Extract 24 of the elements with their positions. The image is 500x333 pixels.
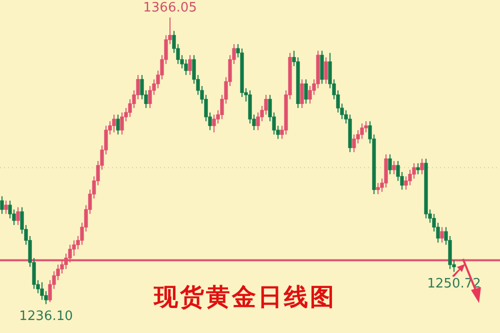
candlestick	[16, 206, 20, 226]
annotation: 1366.05	[143, 0, 197, 16]
candlestick	[212, 114, 216, 133]
candlestick	[388, 154, 392, 175]
candlestick	[4, 200, 8, 214]
candlestick	[420, 158, 424, 175]
candlestick	[40, 282, 44, 300]
candlestick	[324, 56, 328, 84]
candlestick	[392, 160, 396, 175]
candlestick	[112, 114, 116, 133]
text: 现货黄金日线图	[154, 285, 336, 311]
candlestick	[376, 182, 380, 195]
candlestick	[300, 78, 304, 109]
candlestick	[304, 78, 308, 104]
candlestick	[184, 59, 188, 76]
candlestick	[416, 162, 420, 175]
candlestick	[0, 196, 4, 214]
candlestick	[360, 122, 364, 140]
candlestick	[188, 54, 192, 76]
candlestick	[116, 114, 120, 136]
candlestick	[352, 134, 356, 153]
candlestick	[440, 226, 444, 244]
candlestick	[120, 112, 124, 136]
annotation: 1236.10	[19, 308, 73, 324]
